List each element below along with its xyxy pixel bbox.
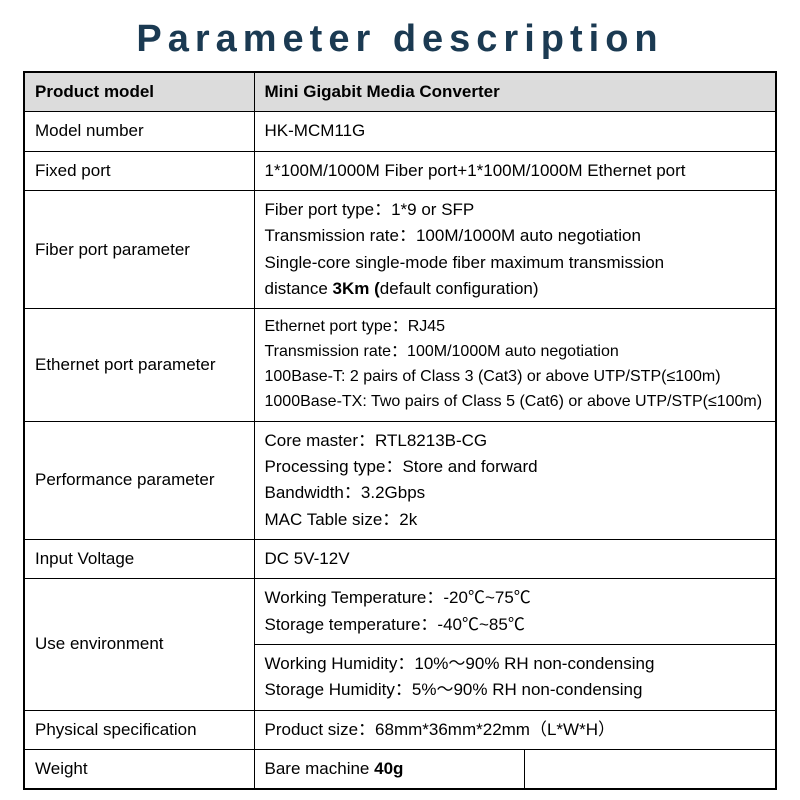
header-row: Product model Mini Gigabit Media Convert… — [24, 72, 776, 112]
physical-label: Physical specification — [24, 710, 254, 749]
weight-value: Bare machine 40g — [254, 750, 524, 790]
env-hum-line2: Storage Humidity：5%～90% RH non-condensin… — [265, 677, 766, 703]
fiber-line4-bold: 3Km ( — [333, 279, 380, 298]
fiber-line4: distance 3Km (default configuration) — [265, 276, 766, 302]
env-temp-line1: Working Temperature：-20℃~75℃ — [265, 585, 766, 611]
physical-value: Product size：68mm*36mm*22mm（L*W*H） — [254, 710, 776, 749]
row-model-number: Model number HK-MCM11G — [24, 112, 776, 151]
eth-line1: Ethernet port type：RJ45 — [265, 315, 766, 340]
row-input-voltage: Input Voltage DC 5V-12V — [24, 539, 776, 578]
use-env-label: Use environment — [24, 579, 254, 710]
weight-value-bold: 40g — [374, 759, 403, 778]
perf-line3: Bandwidth：3.2Gbps — [265, 480, 766, 506]
fiber-line3: Single-core single-mode fiber maximum tr… — [265, 250, 766, 276]
fiber-port-value: Fiber port type：1*9 or SFP Transmission … — [254, 191, 776, 309]
performance-label: Performance parameter — [24, 421, 254, 539]
use-env-hum: Working Humidity：10%～90% RH non-condensi… — [254, 645, 776, 711]
fixed-port-value: 1*100M/1000M Fiber port+1*100M/1000M Eth… — [254, 151, 776, 190]
weight-value-a: Bare machine — [265, 759, 375, 778]
performance-value: Core master：RTL8213B-CG Processing type：… — [254, 421, 776, 539]
weight-blank — [524, 750, 776, 790]
header-value: Mini Gigabit Media Converter — [254, 72, 776, 112]
eth-line2: Transmission rate：100M/1000M auto negoti… — [265, 340, 766, 365]
input-voltage-label: Input Voltage — [24, 539, 254, 578]
row-weight: Weight Bare machine 40g — [24, 750, 776, 790]
perf-line4: MAC Table size：2k — [265, 507, 766, 533]
model-number-value: HK-MCM11G — [254, 112, 776, 151]
ethernet-port-value: Ethernet port type：RJ45 Transmission rat… — [254, 309, 776, 421]
row-use-env-temp: Use environment Working Temperature：-20℃… — [24, 579, 776, 645]
spec-table: Product model Mini Gigabit Media Convert… — [23, 71, 777, 790]
eth-line4: 1000Base-TX: Two pairs of Class 5 (Cat6)… — [265, 390, 766, 415]
fiber-port-label: Fiber port parameter — [24, 191, 254, 309]
model-number-label: Model number — [24, 112, 254, 151]
row-fixed-port: Fixed port 1*100M/1000M Fiber port+1*100… — [24, 151, 776, 190]
fixed-port-label: Fixed port — [24, 151, 254, 190]
weight-label: Weight — [24, 750, 254, 790]
page-title: Parameter description — [0, 0, 800, 71]
perf-line1: Core master：RTL8213B-CG — [265, 428, 766, 454]
row-fiber-port: Fiber port parameter Fiber port type：1*9… — [24, 191, 776, 309]
eth-line3: 100Base-T: 2 pairs of Class 3 (Cat3) or … — [265, 365, 766, 390]
fiber-line4-a: distance — [265, 279, 333, 298]
fiber-line1: Fiber port type：1*9 or SFP — [265, 197, 766, 223]
header-label: Product model — [24, 72, 254, 112]
fiber-line2: Transmission rate：100M/1000M auto negoti… — [265, 223, 766, 249]
input-voltage-value: DC 5V-12V — [254, 539, 776, 578]
row-ethernet-port: Ethernet port parameter Ethernet port ty… — [24, 309, 776, 421]
row-physical: Physical specification Product size：68mm… — [24, 710, 776, 749]
perf-line2: Processing type：Store and forward — [265, 454, 766, 480]
env-temp-line2: Storage temperature：-40℃~85℃ — [265, 612, 766, 638]
use-env-temp: Working Temperature：-20℃~75℃ Storage tem… — [254, 579, 776, 645]
env-hum-line1: Working Humidity：10%～90% RH non-condensi… — [265, 651, 766, 677]
row-performance: Performance parameter Core master：RTL821… — [24, 421, 776, 539]
fiber-line4-b: default configuration) — [380, 279, 539, 298]
ethernet-port-label: Ethernet port parameter — [24, 309, 254, 421]
